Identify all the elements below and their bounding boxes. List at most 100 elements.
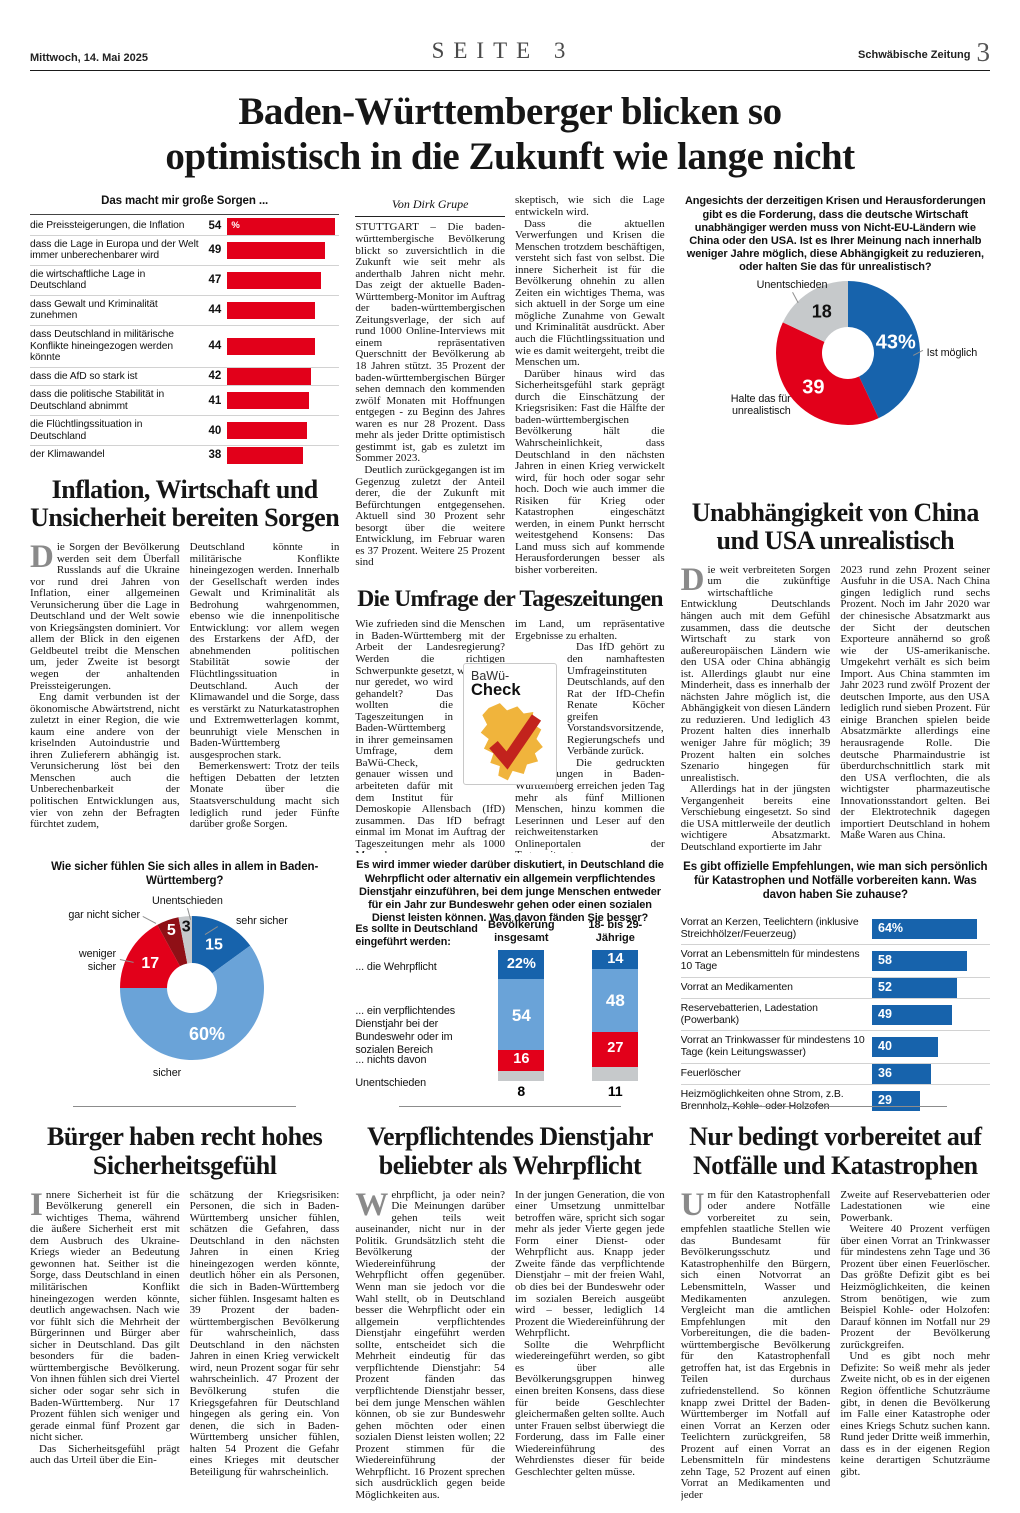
bar-label: der Klimawandel xyxy=(30,449,105,461)
top-center-column: Von Dirk Grupe STUTTGART – Die baden-wür… xyxy=(355,195,665,853)
baden-wuerttemberg-map-icon xyxy=(480,703,543,781)
paragraph: Und es gibt noch mehr Defizite: So weiß … xyxy=(840,1350,990,1478)
segment-value: 14 xyxy=(607,950,624,967)
drop-cap: U xyxy=(680,1189,705,1223)
umfrage-headline: Die Umfrage der Tageszeitungen xyxy=(357,585,663,612)
bar-value: 64% xyxy=(878,920,904,935)
donut-chart: 43% 39 18 xyxy=(775,280,920,425)
donut-slice-value: 18 xyxy=(811,301,831,321)
bar-value: 42 xyxy=(208,370,222,383)
section-divider xyxy=(723,1106,947,1108)
bar-row: dass die AfD so stark ist 42 xyxy=(30,367,340,387)
bar-label: Vorrat an Lebensmitteln für mindestens 1… xyxy=(680,948,860,973)
stacked-series-header: 18- bis 29-Jährige xyxy=(588,919,643,945)
paragraph: Darüber hinaus wird das Sicherheitsgefüh… xyxy=(515,367,665,576)
bar-value: 40 xyxy=(878,1039,892,1054)
stacked-segment: 54 xyxy=(498,979,545,1051)
notfaelle-headline: Nur bedingt vorbereitet auf Notfälle und… xyxy=(689,1122,982,1181)
bar-track xyxy=(227,446,339,464)
donut-slice xyxy=(775,321,879,425)
stacked-row-label: ... nichts davon xyxy=(355,1054,427,1067)
bar xyxy=(227,241,326,259)
bar-track: 52 xyxy=(872,977,990,998)
donut-chart: 15 60% 17 5 3 xyxy=(120,916,264,1061)
bottom-center-column: Verpflichtendes Dienstjahr beliebter als… xyxy=(355,1111,664,1513)
bar-value: 44 xyxy=(208,340,222,353)
bar-row: Vorrat an Lebensmitteln für mindestens 1… xyxy=(680,945,990,978)
brand-name: Schwäbische Zeitung xyxy=(858,49,971,61)
stacked-segment: 14 xyxy=(592,950,639,969)
paragraph: 2023 rund zehn Prozent seiner Ausfuhr in… xyxy=(840,564,990,842)
bar-row: dass die Lage in Europa und der Welt imm… xyxy=(30,236,340,266)
bar: 40 xyxy=(872,1037,938,1058)
paragraph: Deutschland könnte in militärische Konfl… xyxy=(189,541,340,761)
bar-value: 41 xyxy=(208,394,222,407)
bar-row: Feuerlöscher 36 xyxy=(680,1063,990,1085)
segment-value: 54 xyxy=(511,1005,531,1025)
stacked-row-label: ... ein verpflichtendes Dienstjahr bei d… xyxy=(355,1005,456,1056)
bar xyxy=(227,271,322,289)
slice-label: Halte das für unrealistisch xyxy=(730,392,791,417)
donut-slice xyxy=(120,925,180,989)
segment-value: 27 xyxy=(607,1040,624,1057)
bar-track: 58 xyxy=(872,951,990,972)
top-right-column: Angesichts der derzeitigen Krisen und He… xyxy=(681,195,990,853)
chart-vorrat-title: Es gibt offizielle Empfehlungen, wie man… xyxy=(683,861,988,902)
paragraph: Eng damit verbunden ist der ökonomische … xyxy=(30,691,180,831)
donut-slice-value: 5 xyxy=(167,922,176,939)
chart-unabhaengigkeit: Angesichts der derzeitigen Krisen und He… xyxy=(681,195,990,486)
slice-label: sicher xyxy=(152,1067,182,1080)
bar-track: 29 xyxy=(872,1090,990,1111)
sicherheitsgefuehl-headline: Bürger haben recht hohes Sicherheitsgefü… xyxy=(47,1122,323,1181)
bar: 36 xyxy=(872,1063,931,1084)
bar-track: 40 xyxy=(872,1037,990,1058)
stacked-row-label: Unentschieden xyxy=(355,1077,427,1090)
logo-text-line2: Check xyxy=(470,681,521,700)
bar-label: Heizmöglichkeiten ohne Strom, z.B. Brenn… xyxy=(680,1087,844,1112)
bar-track xyxy=(227,241,339,259)
chart-sorgen-rows: die Preissteigerungen, die Inflation 54% d… xyxy=(30,217,340,464)
bar: 58 xyxy=(872,951,967,972)
slice-label: Unentschieden xyxy=(152,895,223,908)
bar-row: dass Gewalt und Kriminalität zunehmen 44 xyxy=(30,296,340,326)
umfrage-section: Wie zufrieden sind die Menschen in Baden… xyxy=(355,619,664,853)
bar: 52 xyxy=(872,977,957,998)
bar-track xyxy=(227,392,339,410)
paragraph: Sollte die Wehrpflicht wiedereingeführt … xyxy=(515,1338,665,1478)
segment-value: 16 xyxy=(513,1051,530,1068)
bar xyxy=(227,337,316,355)
article-column: Wie zufrieden sind die Menschen in Baden… xyxy=(355,619,505,853)
donut-slice-value: 17 xyxy=(141,955,159,972)
drop-cap: I xyxy=(30,1189,43,1223)
bar-track xyxy=(227,337,339,355)
bar-row: Vorrat an Kerzen, Teelichtern (inklusive… xyxy=(680,913,990,946)
bar-row: die Preissteigerungen, die Inflation 54% xyxy=(30,217,340,236)
bar xyxy=(227,422,308,440)
section-divider xyxy=(73,1106,297,1108)
paragraph: Das IfD gehört zu den namhaftesten Umfra… xyxy=(515,642,665,758)
bar-value: 58 xyxy=(878,953,892,968)
page-label: SEITE 3 xyxy=(431,38,575,63)
stacked-segment: 16 xyxy=(498,1050,545,1071)
slice-label: Ist möglich xyxy=(926,346,978,359)
bar-label: Feuerlöscher xyxy=(680,1066,741,1079)
bar-value: 40 xyxy=(208,424,222,437)
chart-unab-donut-area: 43% 39 18 Unentschieden Ist möglich Halte … xyxy=(681,275,990,487)
byline: Von Dirk Grupe xyxy=(355,195,505,218)
bottom-left-column: Bürger haben recht hohes Sicherheitsgefü… xyxy=(30,1111,339,1513)
stacked-segment: 27 xyxy=(592,1031,639,1068)
inflation-headline: Inflation, Wirtschaft und Unsicherheit b… xyxy=(30,474,340,533)
bar-label: Reservebatterien, Ladestation (Powerbank… xyxy=(680,1001,818,1026)
bar-track: 49 xyxy=(872,1004,990,1025)
bar-value: 54 xyxy=(208,220,222,233)
bar-label: Vorrat an Kerzen, Teelichtern (inklusive… xyxy=(680,915,859,940)
article-column: skeptisch, wie sich die Lage entwickeln … xyxy=(515,195,665,576)
page-number: 3 xyxy=(976,37,991,68)
bottom-right-column: Nur bedingt vorbereitet auf Notfälle und… xyxy=(681,1111,990,1513)
